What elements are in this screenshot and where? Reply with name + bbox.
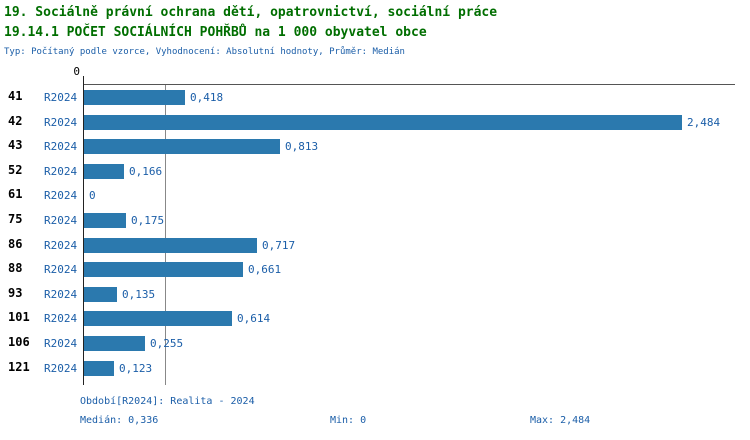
chart-row: 61 R2024 0 bbox=[0, 184, 750, 209]
row-series-label: R2024 bbox=[44, 287, 78, 301]
row-id-label: 75 bbox=[8, 212, 23, 226]
chart-row: 41 R2024 0,418 bbox=[0, 86, 750, 111]
chart-row: 86 R2024 0,717 bbox=[0, 234, 750, 259]
bar bbox=[84, 360, 114, 376]
bar-value-label: 0 bbox=[89, 189, 96, 203]
row-id-label: 93 bbox=[8, 285, 23, 300]
bar-rows: 41 R2024 0,418 42 R2024 2,484 43 R2024 0,813 52 R2… bbox=[0, 86, 750, 382]
chapter-title: 19. Sociálně právní ochrana dětí, opatro… bbox=[4, 5, 498, 20]
bar bbox=[84, 139, 280, 155]
row-series-label: R2024 bbox=[44, 337, 78, 350]
min-stat: Min: 0 bbox=[330, 415, 367, 426]
row-series-label: R2024 bbox=[44, 164, 78, 178]
row-series-label: R2024 bbox=[44, 189, 78, 203]
chart-row: 106 R2024 0,255 bbox=[0, 332, 750, 357]
x-axis-zero-label: 0 bbox=[73, 65, 80, 78]
row-id-label: 101 bbox=[8, 310, 30, 325]
median-line bbox=[165, 85, 166, 385]
median-stat: Medián: 0,336 bbox=[80, 415, 159, 426]
period-label: Období[R2024]: Realita - 2024 bbox=[80, 396, 255, 407]
bar bbox=[84, 336, 145, 351]
chart-row: 43 R2024 0,813 bbox=[0, 135, 750, 160]
chart-row: 121 R2024 0,123 bbox=[0, 357, 750, 382]
chart-subtitle: Typ: Počítaný podle vzorce, Vyhodnocení:… bbox=[4, 47, 405, 57]
row-id-label: 121 bbox=[8, 359, 30, 374]
bar-value-label: 0,135 bbox=[122, 287, 156, 301]
bar-value-label: 0,123 bbox=[119, 361, 153, 375]
bar-value-label: 0,175 bbox=[131, 214, 165, 227]
bar bbox=[84, 163, 124, 179]
row-series-label: R2024 bbox=[44, 238, 78, 252]
row-id-label: 43 bbox=[8, 138, 23, 153]
bar-value-label: 0,661 bbox=[248, 263, 282, 277]
x-axis-line bbox=[83, 84, 735, 85]
chart-row: 88 R2024 0,661 bbox=[0, 258, 750, 283]
row-id-label: 88 bbox=[8, 261, 23, 276]
bar bbox=[84, 213, 126, 228]
indicator-title: 19.14.1 POČET SOCIÁLNÍCH POHŘBŮ na 1 000… bbox=[4, 25, 427, 40]
row-series-label: R2024 bbox=[44, 361, 78, 375]
y-axis-line bbox=[83, 76, 84, 385]
chart-row: 52 R2024 0,166 bbox=[0, 160, 750, 185]
bar-value-label: 0,813 bbox=[285, 140, 319, 154]
max-stat: Max: 2,484 bbox=[530, 415, 591, 426]
row-id-label: 42 bbox=[8, 113, 23, 128]
row-series-label: R2024 bbox=[44, 115, 78, 129]
row-id-label: 106 bbox=[8, 335, 30, 349]
row-series-label: R2024 bbox=[44, 214, 78, 227]
bar bbox=[84, 286, 117, 302]
bar-value-label: 0,614 bbox=[237, 312, 271, 326]
bar-value-label: 2,484 bbox=[687, 115, 721, 129]
row-id-label: 61 bbox=[8, 187, 23, 202]
row-series-label: R2024 bbox=[44, 312, 78, 326]
row-id-label: 52 bbox=[8, 162, 23, 177]
bar bbox=[84, 237, 257, 253]
row-series-label: R2024 bbox=[44, 140, 78, 154]
chart-row: 101 R2024 0,614 bbox=[0, 307, 750, 332]
row-id-label: 86 bbox=[8, 236, 23, 251]
bar bbox=[84, 311, 232, 327]
bar-value-label: 0,166 bbox=[129, 164, 163, 178]
bar bbox=[84, 114, 682, 130]
bar-value-label: 0,717 bbox=[262, 238, 296, 252]
chart-row: 93 R2024 0,135 bbox=[0, 283, 750, 308]
row-series-label: R2024 bbox=[44, 91, 78, 104]
bar-value-label: 0,418 bbox=[190, 91, 224, 104]
chart-row: 42 R2024 2,484 bbox=[0, 111, 750, 136]
row-id-label: 41 bbox=[8, 89, 23, 103]
bar bbox=[84, 90, 185, 105]
bar-value-label: 0,255 bbox=[150, 337, 184, 350]
row-series-label: R2024 bbox=[44, 263, 78, 277]
chart-row: 75 R2024 0,175 bbox=[0, 209, 750, 234]
bar bbox=[84, 262, 243, 278]
